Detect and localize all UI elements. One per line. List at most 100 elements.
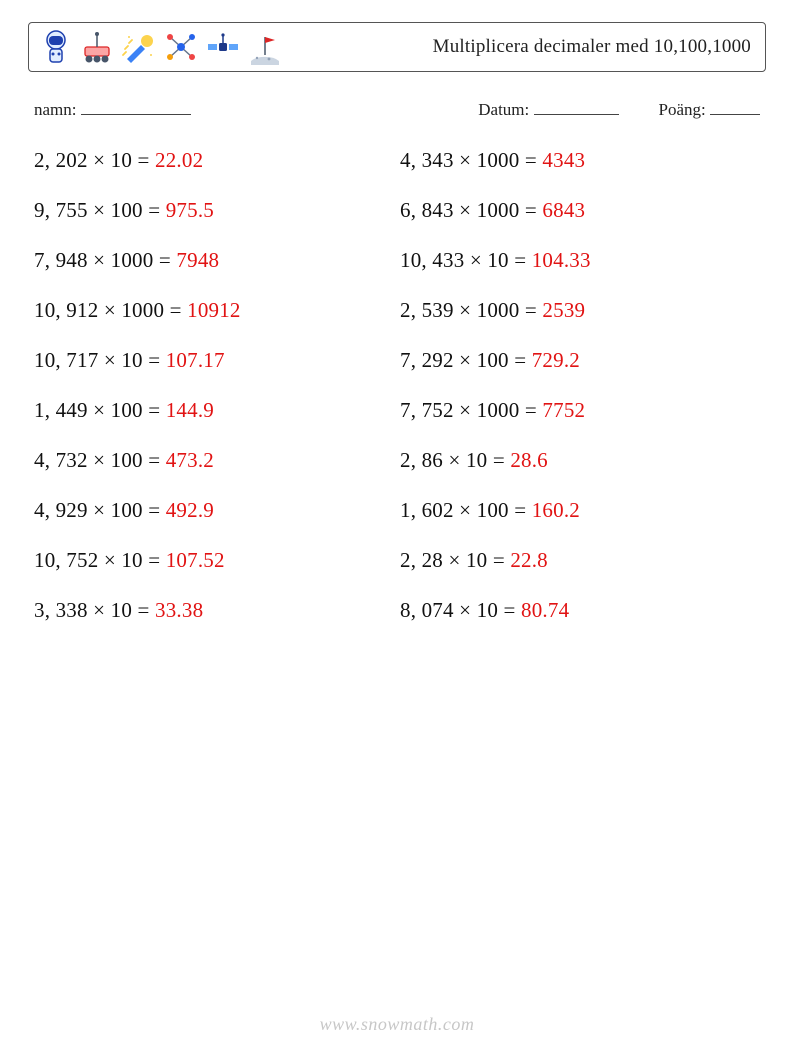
answer: 107.52 — [166, 548, 225, 572]
answer: 975.5 — [166, 198, 214, 222]
equals-sign: = — [525, 198, 537, 222]
times-sign: × — [448, 548, 460, 572]
problem-row: 10, 752 × 10 = 107.52 — [34, 548, 400, 573]
problem-row: 4, 343 × 1000 = 4343 — [400, 148, 766, 173]
operand-a: 8, 074 — [400, 598, 454, 622]
equals-sign: = — [148, 348, 160, 372]
operand-a: 1, 602 — [400, 498, 454, 522]
times-sign: × — [459, 348, 471, 372]
satellite-icon — [205, 29, 241, 65]
problem-row: 2, 202 × 10 = 22.02 — [34, 148, 400, 173]
times-sign: × — [459, 198, 471, 222]
operand-a: 2, 202 — [34, 148, 88, 172]
operand-b: 1000 — [477, 148, 520, 172]
answer: 10912 — [187, 298, 241, 322]
equals-sign: = — [148, 198, 160, 222]
answer: 33.38 — [155, 598, 203, 622]
answer: 28.6 — [510, 448, 548, 472]
times-sign: × — [459, 598, 471, 622]
problem-row: 7, 292 × 100 = 729.2 — [400, 348, 766, 373]
times-sign: × — [93, 598, 105, 622]
equals-sign: = — [148, 448, 160, 472]
operand-a: 10, 433 — [400, 248, 464, 272]
times-sign: × — [104, 548, 116, 572]
equals-sign: = — [170, 298, 182, 322]
astronaut-icon — [39, 29, 73, 65]
times-sign: × — [459, 498, 471, 522]
operand-a: 6, 843 — [400, 198, 454, 222]
operand-a: 2, 28 — [400, 548, 443, 572]
operand-b: 10 — [111, 598, 132, 622]
operand-a: 7, 752 — [400, 398, 454, 422]
operand-a: 4, 343 — [400, 148, 454, 172]
problems-col-left: 2, 202 × 10 = 22.02 9, 755 × 100 = 975.5 7… — [34, 148, 400, 648]
problem-row: 9, 755 × 100 = 975.5 — [34, 198, 400, 223]
operand-b: 100 — [477, 498, 509, 522]
name-label: namn: — [34, 100, 77, 119]
answer: 22.8 — [510, 548, 548, 572]
date-blank[interactable] — [534, 98, 619, 115]
answer: 729.2 — [532, 348, 580, 372]
operand-a: 9, 755 — [34, 198, 88, 222]
name-field: namn: — [34, 98, 191, 120]
problems-col-right: 4, 343 × 1000 = 4343 6, 843 × 1000 = 6843… — [400, 148, 766, 648]
equals-sign: = — [159, 248, 171, 272]
operand-a: 10, 912 — [34, 298, 98, 322]
score-field: Poäng: — [659, 98, 760, 120]
operand-a: 3, 338 — [34, 598, 88, 622]
date-label: Datum: — [478, 100, 529, 119]
operand-a: 7, 292 — [400, 348, 454, 372]
times-sign: × — [459, 148, 471, 172]
answer: 4343 — [542, 148, 585, 172]
operand-b: 100 — [477, 348, 509, 372]
problem-row: 4, 929 × 100 = 492.9 — [34, 498, 400, 523]
name-blank[interactable] — [81, 98, 191, 115]
times-sign: × — [93, 148, 105, 172]
equals-sign: = — [493, 448, 505, 472]
answer: 22.02 — [155, 148, 203, 172]
problem-row: 2, 539 × 1000 = 2539 — [400, 298, 766, 323]
operand-b: 100 — [111, 498, 143, 522]
score-blank[interactable] — [710, 98, 760, 115]
comet-icon — [121, 29, 157, 65]
answer: 473.2 — [166, 448, 214, 472]
operand-a: 4, 732 — [34, 448, 88, 472]
operand-b: 1000 — [477, 398, 520, 422]
problem-row: 2, 86 × 10 = 28.6 — [400, 448, 766, 473]
problem-row: 10, 912 × 1000 = 10912 — [34, 298, 400, 323]
equals-sign: = — [514, 248, 526, 272]
operand-b: 100 — [111, 398, 143, 422]
times-sign: × — [459, 298, 471, 322]
problem-row: 6, 843 × 1000 = 6843 — [400, 198, 766, 223]
problem-row: 3, 338 × 10 = 33.38 — [34, 598, 400, 623]
problem-row: 1, 602 × 100 = 160.2 — [400, 498, 766, 523]
operand-a: 2, 539 — [400, 298, 454, 322]
problem-row: 1, 449 × 100 = 144.9 — [34, 398, 400, 423]
equals-sign: = — [138, 598, 150, 622]
equals-sign: = — [148, 498, 160, 522]
equals-sign: = — [514, 498, 526, 522]
equals-sign: = — [138, 148, 150, 172]
answer: 7948 — [176, 248, 219, 272]
operand-b: 1000 — [477, 298, 520, 322]
operand-b: 10 — [466, 448, 487, 472]
operand-b: 10 — [111, 148, 132, 172]
equals-sign: = — [525, 148, 537, 172]
problems-grid: 2, 202 × 10 = 22.02 9, 755 × 100 = 975.5 7… — [28, 148, 766, 648]
operand-a: 7, 948 — [34, 248, 88, 272]
operand-b: 100 — [111, 448, 143, 472]
problem-row: 7, 752 × 1000 = 7752 — [400, 398, 766, 423]
header-icons — [39, 29, 283, 65]
times-sign: × — [104, 298, 116, 322]
answer: 2539 — [542, 298, 585, 322]
times-sign: × — [93, 398, 105, 422]
rover-icon — [79, 29, 115, 65]
date-field: Datum: — [478, 98, 618, 120]
problem-row: 10, 433 × 10 = 104.33 — [400, 248, 766, 273]
answer: 144.9 — [166, 398, 214, 422]
problem-row: 7, 948 × 1000 = 7948 — [34, 248, 400, 273]
times-sign: × — [93, 498, 105, 522]
problem-row: 4, 732 × 100 = 473.2 — [34, 448, 400, 473]
operand-b: 10 — [477, 598, 498, 622]
header-box: Multiplicera decimaler med 10,100,1000 — [28, 22, 766, 72]
